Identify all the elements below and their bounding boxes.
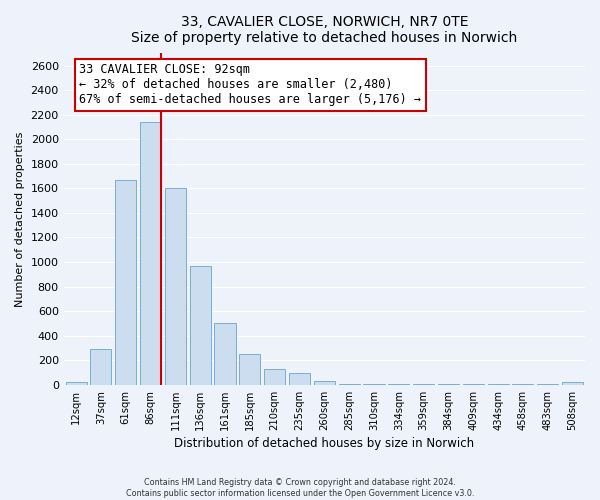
Bar [289,373,310,385]
Bar [562,382,583,385]
Bar [388,384,409,385]
Bar [264,370,285,385]
Bar [463,384,484,385]
Bar [190,266,211,385]
Bar [214,323,236,385]
Bar [140,122,161,385]
Bar [537,384,559,385]
Bar [438,384,459,385]
Bar [165,188,186,385]
Bar [115,180,136,385]
Text: 33 CAVALIER CLOSE: 92sqm
← 32% of detached houses are smaller (2,480)
67% of sem: 33 CAVALIER CLOSE: 92sqm ← 32% of detach… [79,64,421,106]
Y-axis label: Number of detached properties: Number of detached properties [15,132,25,307]
Bar [488,384,509,385]
Bar [65,382,86,385]
Bar [413,384,434,385]
Bar [512,384,533,385]
Text: Contains HM Land Registry data © Crown copyright and database right 2024.
Contai: Contains HM Land Registry data © Crown c… [126,478,474,498]
X-axis label: Distribution of detached houses by size in Norwich: Distribution of detached houses by size … [174,437,475,450]
Bar [338,384,360,385]
Bar [364,384,385,385]
Title: 33, CAVALIER CLOSE, NORWICH, NR7 0TE
Size of property relative to detached house: 33, CAVALIER CLOSE, NORWICH, NR7 0TE Siz… [131,15,517,45]
Bar [239,354,260,385]
Bar [314,380,335,385]
Bar [91,348,112,385]
